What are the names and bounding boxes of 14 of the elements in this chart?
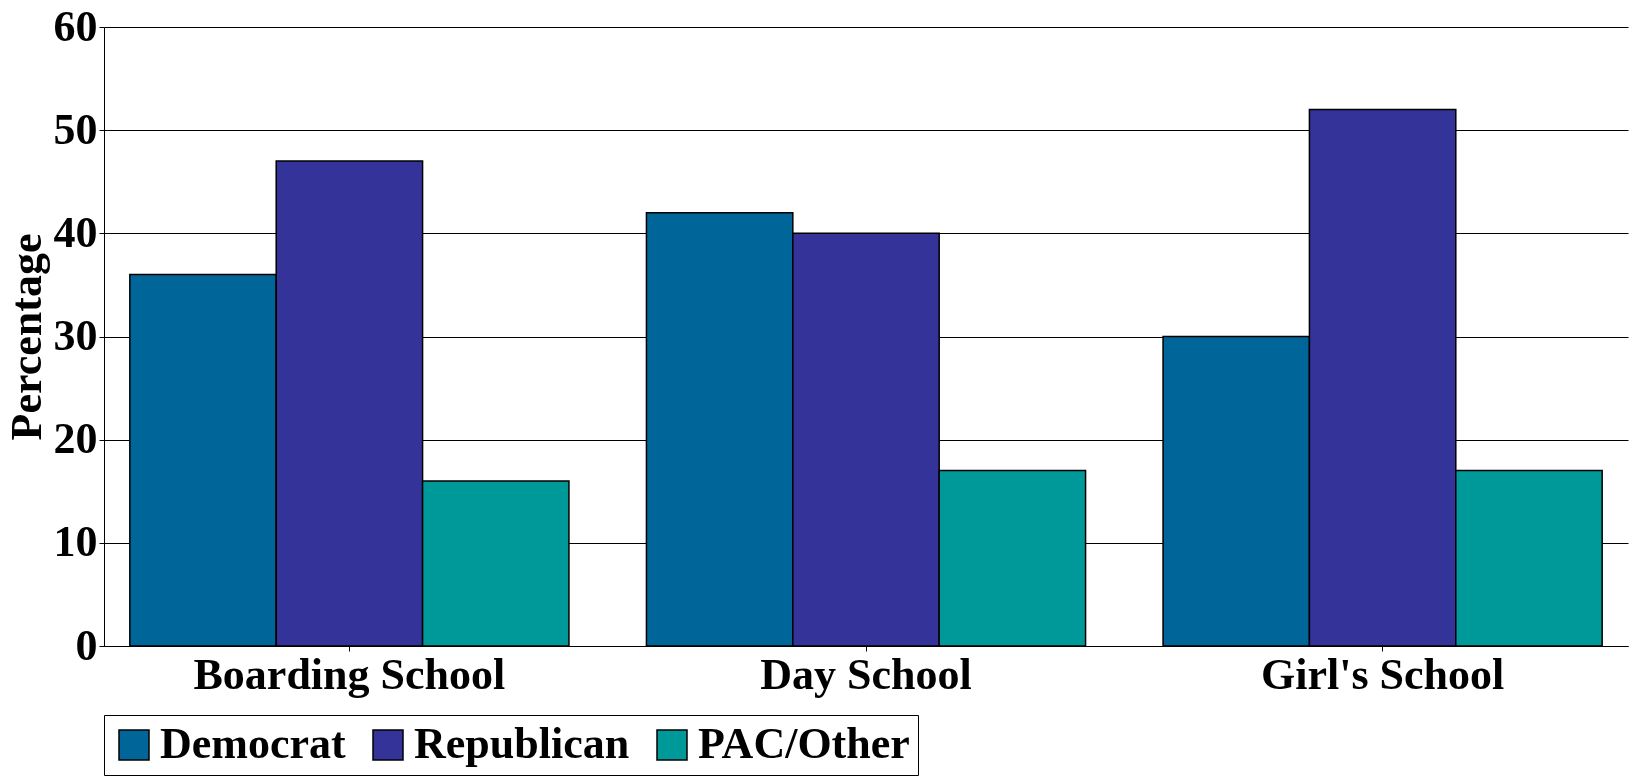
x-tick-label: Girl's School	[1260, 649, 1505, 699]
y-tick-label: 20	[53, 414, 98, 464]
y-axis-title: Percentage	[1, 233, 51, 441]
y-tick-label: 60	[53, 1, 98, 51]
y-tick-label: 50	[53, 104, 98, 154]
x-tick-label: Day School	[760, 649, 972, 699]
y-tick-label: 10	[53, 517, 98, 567]
y-tick-label: 0	[75, 620, 98, 670]
legend-label: Republican	[414, 719, 630, 768]
y-tick-label: 30	[53, 311, 98, 360]
legend-label: Democrat	[160, 719, 347, 768]
legend-label: PAC/Other	[698, 719, 910, 768]
y-tick-label: 40	[53, 207, 98, 257]
x-tick-label: Boarding School	[193, 649, 506, 699]
